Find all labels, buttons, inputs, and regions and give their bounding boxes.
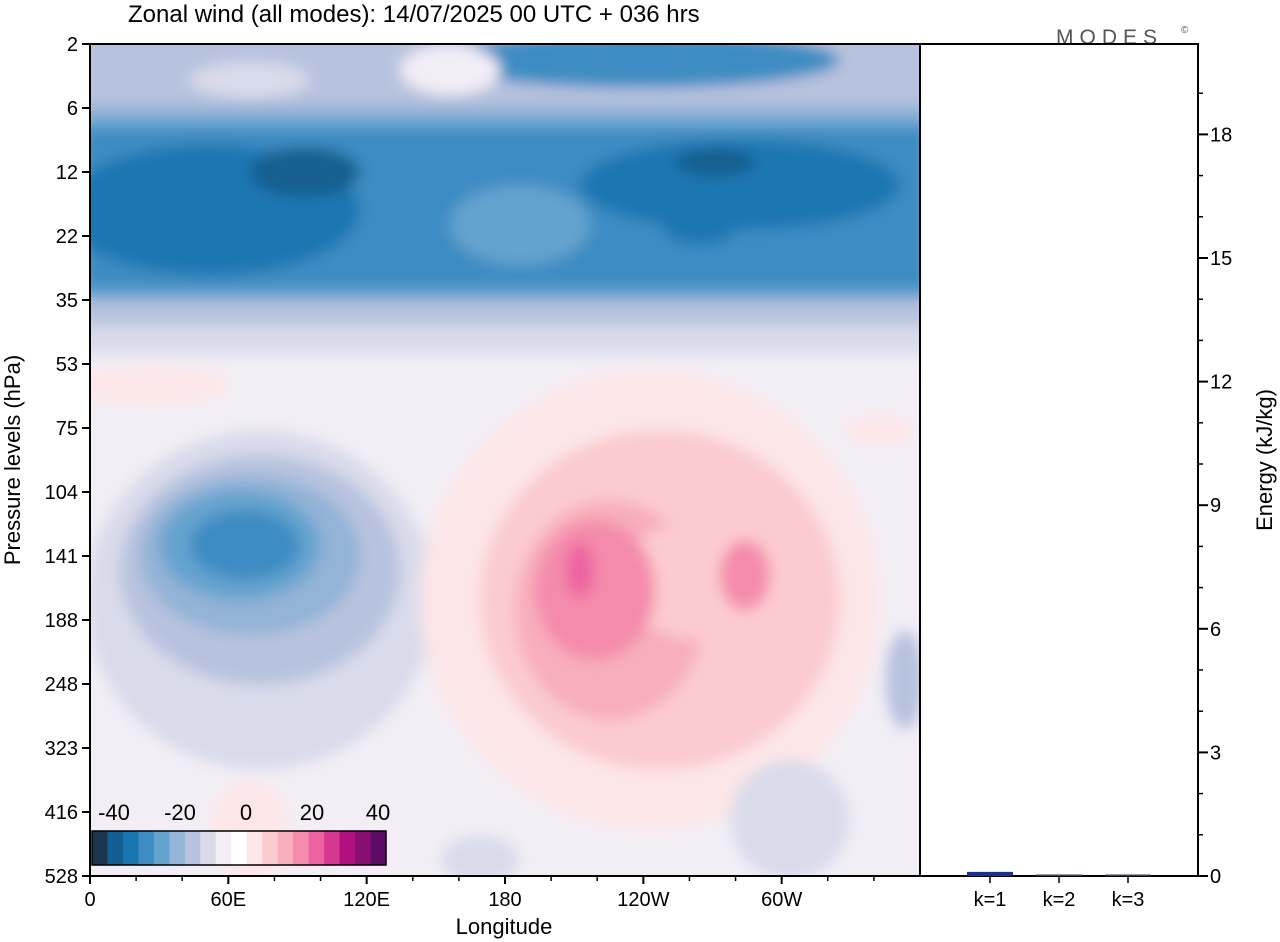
field-top-patch — [440, 44, 840, 88]
energy-axis-title: Energy (kJ/kg) — [1252, 389, 1277, 531]
colorbar-swatch — [370, 831, 387, 865]
energy-tick-label: 3 — [1210, 742, 1221, 764]
energy-bar — [1105, 874, 1151, 876]
x-tick-label: 60E — [211, 889, 247, 911]
colorbar-swatch — [200, 831, 217, 865]
colorbar-swatch — [107, 831, 124, 865]
field-layer — [440, 835, 520, 876]
energy-category-label: k=2 — [1043, 889, 1076, 911]
field-layer — [450, 185, 590, 265]
field-layer — [566, 542, 594, 598]
plot-area — [90, 44, 920, 876]
colorbar: -40 -20 0 20 40 — [91, 800, 390, 866]
chart-title: Zonal wind (all modes): 14/07/2025 00 UT… — [128, 1, 700, 28]
field-top-patch — [400, 45, 500, 95]
y-tick-label: 35 — [56, 290, 78, 312]
longitude-axis: 0 60E 120E 180 120W 60W — [84, 876, 875, 911]
y-tick-label: 22 — [56, 226, 78, 248]
colorbar-swatch — [215, 831, 232, 865]
colorbar-swatch — [262, 831, 279, 865]
energy-tick-label: 12 — [1210, 372, 1232, 394]
colorbar-label: 20 — [300, 800, 324, 825]
energy-axis: 0 3 6 9 12 15 18 — [1198, 92, 1232, 888]
energy-tick-label: 18 — [1210, 124, 1232, 146]
y-tick-label: 188 — [45, 610, 78, 632]
energy-bar — [967, 871, 1013, 876]
y-tick-label: 104 — [45, 482, 78, 504]
colorbar-swatch — [324, 831, 341, 865]
x-tick-label: 120W — [617, 889, 669, 911]
x-axis-title: Longitude — [456, 914, 553, 939]
x-tick-label: 60W — [761, 889, 802, 911]
colorbar-frame — [91, 830, 387, 866]
field-layer — [190, 510, 300, 580]
colorbar-swatch — [169, 831, 186, 865]
field-layer — [90, 365, 230, 405]
energy-tick-label: 9 — [1210, 495, 1221, 517]
energy-bar — [1036, 874, 1082, 876]
y-tick-label: 416 — [45, 802, 78, 824]
energy-panel-frame — [919, 43, 1199, 877]
field-layer — [720, 540, 770, 610]
energy-tick-label: 0 — [1210, 866, 1221, 888]
field-layer — [885, 630, 920, 730]
energy-categories: k=1 k=2 k=3 — [974, 876, 1145, 911]
energy-tick-label: 15 — [1210, 248, 1232, 270]
x-tick-label: 120E — [343, 889, 390, 911]
field-layer — [580, 140, 900, 230]
y-tick-label: 53 — [56, 354, 78, 376]
colorbar-swatch — [92, 831, 108, 865]
y-tick-label: 248 — [45, 674, 78, 696]
pressure-axis: 2 6 12 22 35 53 75 104 141 188 248 323 416 528 — [45, 34, 90, 888]
colorbar-swatch — [308, 831, 325, 865]
colorbar-swatch — [277, 831, 294, 865]
field-layer — [250, 147, 360, 197]
colorbar-label: -40 — [98, 800, 130, 825]
colorbar-label: 0 — [240, 800, 252, 825]
y-tick-label: 323 — [45, 738, 78, 760]
y-tick-label: 75 — [56, 418, 78, 440]
y-tick-label: 12 — [56, 162, 78, 184]
y-axis-title: Pressure levels (hPa) — [0, 355, 25, 565]
colorbar-swatch — [355, 831, 372, 865]
field-top-patch — [190, 62, 310, 98]
colorbar-label: 40 — [366, 800, 390, 825]
colorbar-swatch — [246, 831, 263, 865]
energy-category-label: k=1 — [974, 889, 1007, 911]
y-tick-label: 6 — [67, 98, 78, 120]
field-layer — [675, 148, 755, 176]
x-tick-label: 180 — [488, 889, 521, 911]
colorbar-swatch — [293, 831, 310, 865]
field-layer — [845, 415, 915, 445]
colorbar-swatch — [138, 831, 155, 865]
energy-category-label: k=3 — [1112, 889, 1145, 911]
field-layer — [90, 325, 920, 355]
colorbar-swatch — [184, 831, 201, 865]
field-layer — [535, 520, 655, 660]
y-tick-label: 528 — [45, 866, 78, 888]
colorbar-swatch — [122, 831, 139, 865]
energy-bars — [967, 871, 1151, 876]
contour-field — [90, 44, 920, 876]
field-layer — [660, 195, 740, 245]
energy-tick-label: 6 — [1210, 619, 1221, 641]
colorbar-swatch — [153, 831, 170, 865]
y-tick-label: 141 — [45, 546, 78, 568]
field-layer — [730, 760, 850, 876]
x-tick-label: 0 — [84, 889, 95, 911]
colorbar-swatch — [231, 831, 248, 865]
colorbar-swatch — [339, 831, 356, 865]
logo-mark: © — [1181, 25, 1189, 36]
y-tick-label: 2 — [67, 34, 78, 56]
colorbar-label: -20 — [164, 800, 196, 825]
